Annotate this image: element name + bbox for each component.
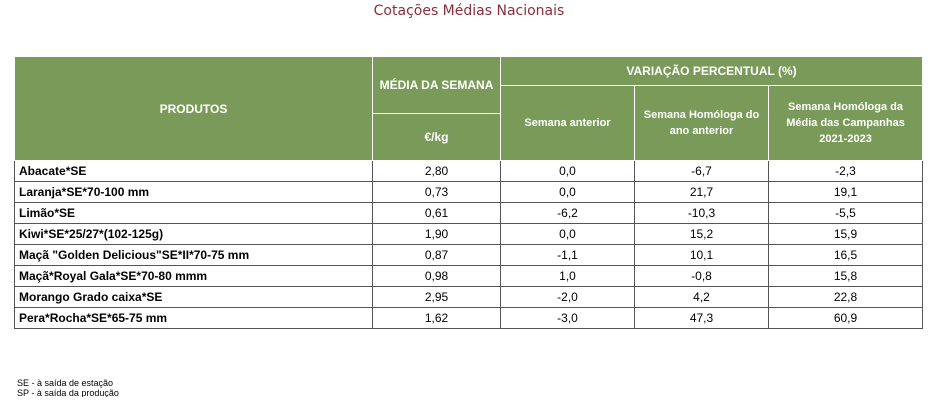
value-cell: 1,90 [372, 223, 501, 245]
value-cell: 19,1 [767, 181, 924, 203]
page-title: Cotações Médias Nacionais [373, 3, 565, 19]
table-row: Abacate*SE 2,80 0,0 -6,7 -2,3 [14, 160, 924, 182]
value-cell: 0,0 [500, 223, 635, 245]
value-cell: 0,0 [500, 181, 635, 203]
header-cell: VARIAÇÃO PERCENTUAL (%) [499, 56, 924, 86]
product-cell: Limão*SE [14, 202, 373, 224]
value-cell: 0,61 [372, 202, 501, 224]
table-row: Maçã*Royal Gala*SE*70-80 mmm 0,98 1,0 -0,8 1… [14, 265, 924, 287]
value-cell: 15,2 [634, 223, 769, 245]
header-cell: €/kg [372, 113, 501, 161]
header-cell: Semana Homóloga do ano anterior [634, 85, 769, 161]
value-cell: 1,0 [500, 265, 635, 287]
footnote: SE - à saída de estação [17, 378, 114, 388]
value-cell: 0,87 [372, 244, 501, 266]
value-cell: 0,73 [372, 181, 501, 203]
header-cell: PRODUTOS [14, 56, 373, 161]
table-row: Laranja*SE*70-100 mm 0,73 0,0 21,7 19,1 [14, 181, 924, 203]
product-cell: Maçã*Royal Gala*SE*70-80 mmm [14, 265, 373, 287]
value-cell: -2,0 [500, 286, 635, 308]
footnotes: SE - à saída de estação SP - à saída da p… [17, 378, 119, 397]
value-cell: 2,95 [372, 286, 501, 308]
value-cell: 4,2 [634, 286, 769, 308]
table-body: Abacate*SE 2,80 0,0 -6,7 -2,3 Laranja*SE*70-1… [14, 160, 924, 329]
value-cell: 15,9 [767, 223, 924, 245]
value-cell: -3,0 [500, 307, 635, 329]
table-row: Maçã "Golden Delicious"SE*II*70-75 mm 0,8… [14, 244, 924, 266]
product-cell: Morango Grado caixa*SE [14, 286, 373, 308]
value-cell: -6,2 [500, 202, 635, 224]
value-cell: 60,9 [767, 307, 924, 329]
value-cell: -0,8 [634, 265, 769, 287]
value-cell: -10,3 [634, 202, 769, 224]
value-cell: -1,1 [500, 244, 635, 266]
value-cell: -6,7 [634, 160, 769, 182]
product-cell: Laranja*SE*70-100 mm [14, 181, 373, 203]
value-cell: 10,1 [634, 244, 769, 266]
value-cell: 0,98 [372, 265, 501, 287]
value-cell: 1,62 [372, 307, 501, 329]
table-row: Morango Grado caixa*SE 2,95 -2,0 4,2 22,8 [14, 286, 924, 308]
value-cell: 2,80 [372, 160, 501, 182]
value-cell: 21,7 [634, 181, 769, 203]
value-cell: 0,0 [500, 160, 635, 182]
product-cell: Maçã "Golden Delicious"SE*II*70-75 mm [14, 244, 373, 266]
price-table: PRODUTOS MÉDIA DA SEMANA VARIAÇÃO PERCEN… [14, 56, 924, 329]
value-cell: 15,8 [767, 265, 924, 287]
product-cell: Kiwi*SE*25/27*(102-125g) [14, 223, 373, 245]
header-cell: MÉDIA DA SEMANA [372, 56, 501, 114]
table-row: Pera*Rocha*SE*65-75 mm 1,62 -3,0 47,3 60,9 [14, 307, 924, 329]
value-cell: 22,8 [767, 286, 924, 308]
value-cell: 47,3 [634, 307, 769, 329]
product-cell: Pera*Rocha*SE*65-75 mm [14, 307, 373, 329]
value-cell: 16,5 [767, 244, 924, 266]
product-cell: Abacate*SE [14, 160, 373, 182]
header-cell: Semana Homóloga da Média das Campanhas 2… [767, 85, 924, 161]
header-cell: Semana anterior [500, 85, 635, 161]
value-cell: -5,5 [767, 202, 924, 224]
table-row: Kiwi*SE*25/27*(102-125g) 1,90 0,0 15,2 15,9 [14, 223, 924, 245]
value-cell: -2,3 [767, 160, 924, 182]
footnote: SP - à saída da produção [17, 388, 119, 397]
table-row: Limão*SE 0,61 -6,2 -10,3 -5,5 [14, 202, 924, 224]
